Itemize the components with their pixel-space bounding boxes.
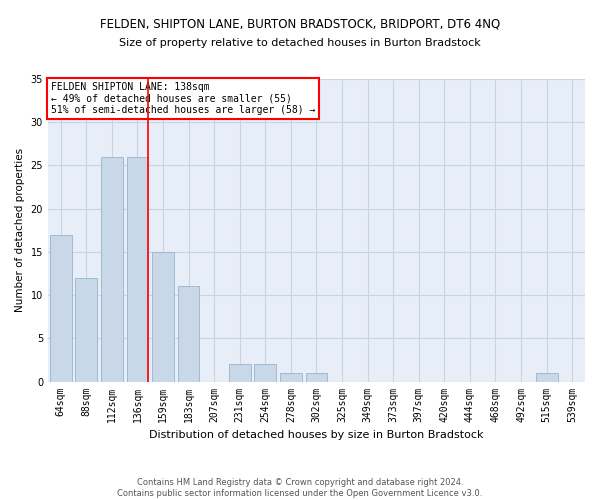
Bar xyxy=(178,286,199,382)
Bar xyxy=(76,278,97,382)
Bar xyxy=(229,364,251,382)
Bar xyxy=(101,157,123,382)
Text: FELDEN SHIPTON LANE: 138sqm
← 49% of detached houses are smaller (55)
51% of sem: FELDEN SHIPTON LANE: 138sqm ← 49% of det… xyxy=(50,82,315,115)
Text: Size of property relative to detached houses in Burton Bradstock: Size of property relative to detached ho… xyxy=(119,38,481,48)
Text: FELDEN, SHIPTON LANE, BURTON BRADSTOCK, BRIDPORT, DT6 4NQ: FELDEN, SHIPTON LANE, BURTON BRADSTOCK, … xyxy=(100,18,500,30)
Bar xyxy=(254,364,276,382)
Bar xyxy=(280,373,302,382)
Bar xyxy=(536,373,557,382)
Text: Contains HM Land Registry data © Crown copyright and database right 2024.
Contai: Contains HM Land Registry data © Crown c… xyxy=(118,478,482,498)
Bar xyxy=(152,252,174,382)
Y-axis label: Number of detached properties: Number of detached properties xyxy=(15,148,25,312)
Bar xyxy=(127,157,148,382)
Bar xyxy=(50,234,71,382)
X-axis label: Distribution of detached houses by size in Burton Bradstock: Distribution of detached houses by size … xyxy=(149,430,484,440)
Bar xyxy=(305,373,328,382)
